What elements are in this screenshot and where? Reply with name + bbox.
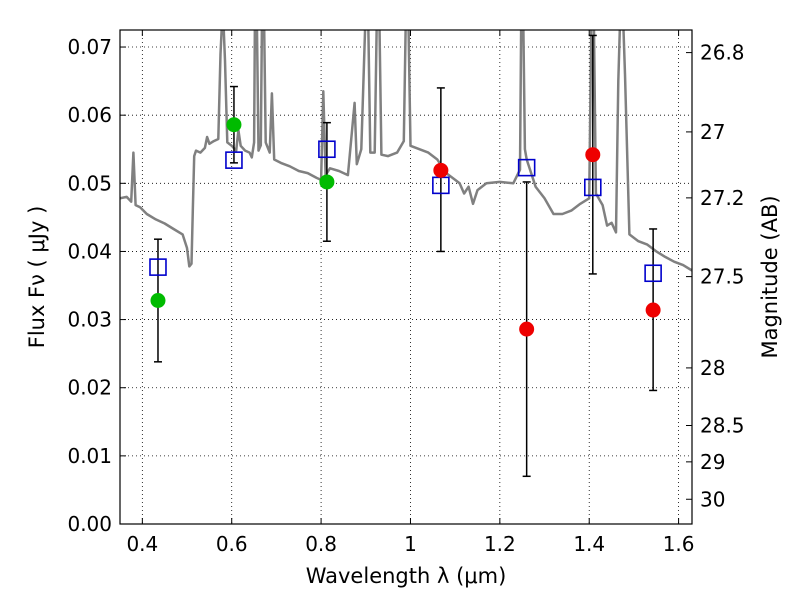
mag-tick-label: 30 bbox=[700, 487, 725, 511]
x-axis-label: Wavelength λ (μm) bbox=[306, 564, 507, 588]
x-tick-label: 0.4 bbox=[126, 532, 158, 556]
red-point bbox=[433, 162, 449, 178]
mag-tick-label: 29 bbox=[700, 450, 725, 474]
mag-tick-label: 27.2 bbox=[700, 186, 745, 210]
mag-tick-label: 28 bbox=[700, 356, 725, 380]
y-tick-label: 0.02 bbox=[67, 376, 112, 400]
model-square-marker bbox=[318, 140, 336, 159]
plot-frame bbox=[119, 29, 693, 525]
y-tick-label: 0.07 bbox=[67, 35, 112, 59]
y-axis-right-label: Magnitude (AB) bbox=[758, 195, 782, 358]
model-square-marker bbox=[644, 264, 662, 283]
grid-lines bbox=[120, 30, 692, 525]
red-point bbox=[519, 321, 535, 337]
mag-tick-label: 27 bbox=[700, 120, 725, 144]
observed-points bbox=[150, 117, 661, 337]
red-point bbox=[585, 147, 601, 163]
model-square-marker bbox=[583, 178, 602, 197]
x-tick-label: 0.6 bbox=[216, 532, 248, 556]
x-tick-label: 1.4 bbox=[573, 532, 605, 556]
x-tick-label: 1.2 bbox=[484, 532, 516, 556]
y-tick-label: 0.00 bbox=[67, 512, 112, 536]
tick-labels: 0.4 0.6 0.8 1 1.2 1.4 1.6 0.00 0.01 0.02 0.03 0.04 0… bbox=[67, 35, 744, 556]
model-spectrum-line bbox=[120, 30, 692, 272]
y-tick-label: 0.04 bbox=[67, 239, 112, 263]
mag-tick-label: 26.8 bbox=[700, 41, 745, 65]
mag-tick-label: 28.5 bbox=[700, 414, 745, 438]
model-spectrum-group bbox=[120, 30, 692, 272]
green-point bbox=[319, 174, 335, 190]
y-tick-label: 0.03 bbox=[67, 308, 112, 332]
axis-ticks bbox=[120, 30, 692, 525]
x-tick-label: 0.8 bbox=[305, 532, 337, 556]
mag-tick-label: 27.5 bbox=[700, 265, 745, 289]
model-photometry-squares bbox=[149, 140, 662, 283]
y-tick-label: 0.05 bbox=[67, 171, 112, 195]
green-point bbox=[226, 117, 242, 133]
green-point bbox=[150, 293, 166, 309]
y-tick-label: 0.06 bbox=[67, 103, 112, 127]
x-tick-label: 1 bbox=[404, 532, 417, 556]
red-point bbox=[645, 302, 661, 318]
y-tick-label: 0.01 bbox=[67, 444, 112, 468]
model-square-marker bbox=[225, 151, 243, 169]
y-axis-label: Flux Fν ( μJy ) bbox=[25, 206, 49, 349]
x-tick-label: 1.6 bbox=[663, 532, 695, 556]
model-square-marker bbox=[517, 158, 536, 177]
model-square-marker bbox=[149, 258, 167, 276]
